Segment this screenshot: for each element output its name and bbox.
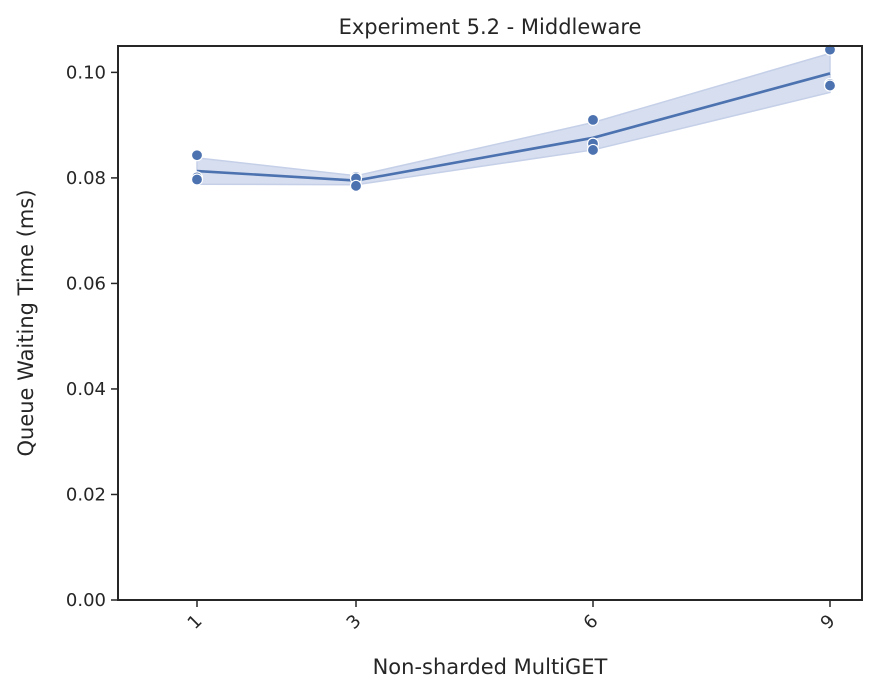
chart-title: Experiment 5.2 - Middleware [339, 15, 642, 39]
y-tick-label: 0.10 [66, 62, 106, 83]
x-tick-label: 9 [817, 611, 840, 634]
plot-area [190, 43, 837, 192]
data-point [349, 179, 363, 192]
x-axis-label: Non-sharded MultiGET [373, 655, 608, 679]
y-axis-label: Queue Waiting Time (ms) [14, 189, 38, 456]
y-tick-label: 0.02 [66, 484, 106, 505]
x-tick-label: 3 [343, 611, 366, 634]
data-point [190, 173, 204, 186]
x-tick-label: 6 [580, 611, 603, 634]
data-point [586, 143, 600, 157]
mean-line [196, 72, 831, 182]
x-tick-label: 1 [184, 611, 207, 634]
data-point [586, 113, 600, 126]
data-point [190, 149, 204, 162]
x-axis: 1 3 6 9 [184, 600, 840, 634]
y-tick-label: 0.04 [66, 379, 106, 400]
y-axis: 0.00 0.02 0.04 0.06 0.08 0.10 [66, 62, 118, 611]
y-tick-label: 0.06 [66, 273, 106, 294]
confidence-band [196, 52, 831, 186]
y-tick-label: 0.00 [66, 590, 106, 611]
data-point [823, 79, 837, 92]
plot-frame [117, 45, 863, 601]
y-tick-label: 0.08 [66, 168, 106, 189]
